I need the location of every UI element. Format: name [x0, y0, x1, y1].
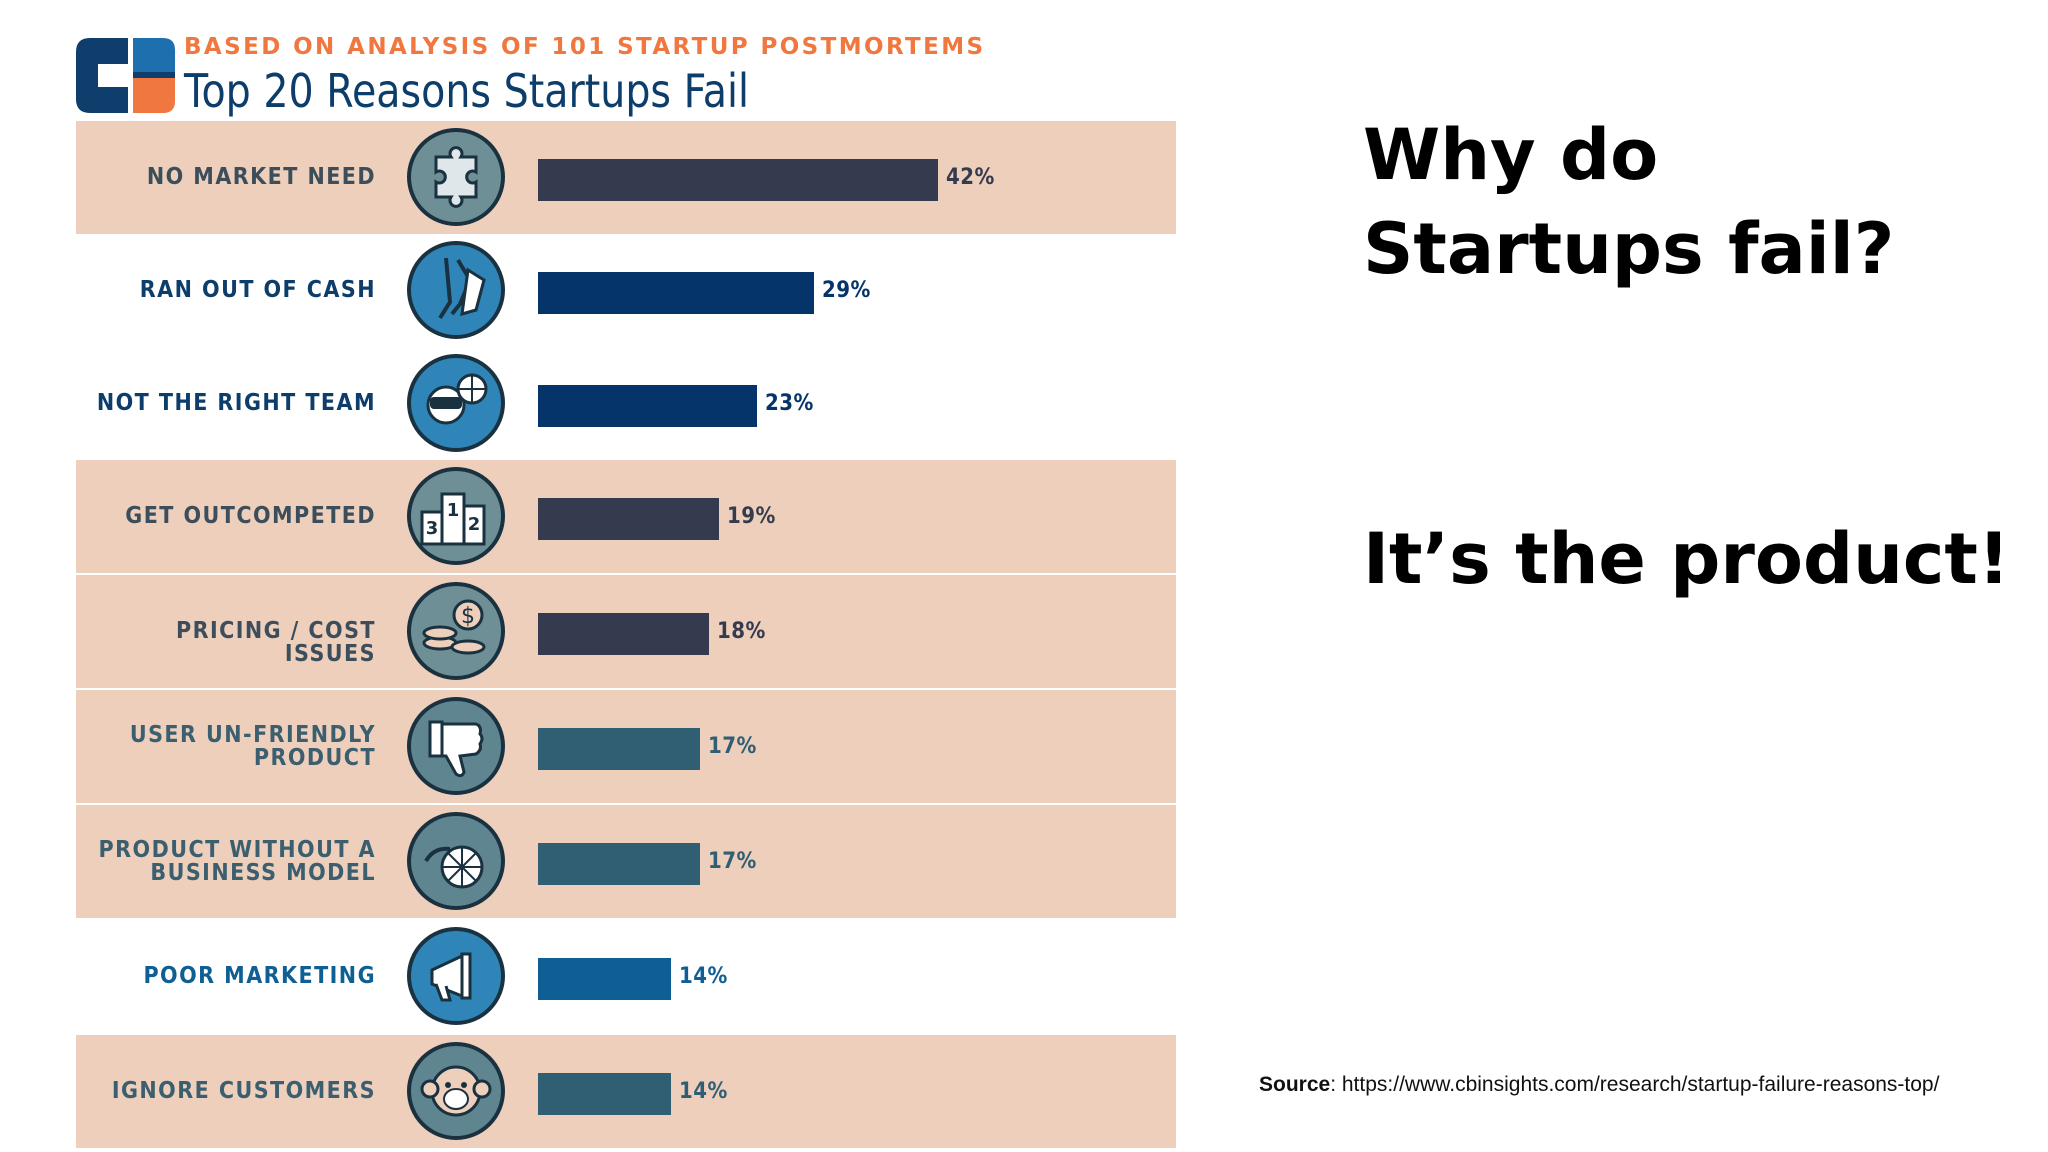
category-label: POOR MARKETING: [143, 963, 376, 989]
chart-row: POOR MARKETING 14%: [76, 920, 1176, 1033]
thumbs-down-icon: [407, 697, 505, 795]
chart-row: GET OUTCOMPETED 1 3 2 19%: [76, 460, 1176, 573]
category-label: RAN OUT OF CASH: [139, 277, 376, 303]
bar: [538, 385, 757, 427]
chart-row: NO MARKET NEED 42%: [76, 121, 1176, 234]
chart-row: IGNORE CUSTOMERS 14%: [76, 1035, 1176, 1148]
eyebrow-text: BASED ON ANALYSIS OF 101 STARTUP POSTMOR…: [184, 34, 986, 60]
category-label: PRODUCT WITHOUT A BUSINESS MODEL: [98, 837, 376, 886]
bar: [538, 728, 700, 770]
coins-icon: $: [407, 582, 505, 680]
subline: It’s the product!: [1363, 518, 2010, 600]
empty-pocket-icon: [407, 241, 505, 339]
value-label: 17%: [708, 849, 757, 874]
category-label: PRICING / COST ISSUES: [176, 618, 376, 667]
wheel-icon: [407, 812, 505, 910]
bar: [538, 159, 938, 201]
category-label: GET OUTCOMPETED: [125, 503, 376, 529]
bar: [538, 958, 671, 1000]
chart-row: NOT THE RIGHT TEAM 23%: [76, 347, 1176, 460]
chart-row: PRODUCT WITHOUT A BUSINESS MODEL 17%: [76, 805, 1176, 918]
value-label: 17%: [708, 734, 757, 759]
infographic-title: Top 20 Reasons Startups Fail: [184, 64, 749, 118]
chart-row: PRICING / COST ISSUES $18%: [76, 575, 1176, 688]
source-citation: Source: https://www.cbinsights.com/resea…: [1259, 1073, 1939, 1097]
megaphone-icon: [407, 927, 505, 1025]
svg-text:3: 3: [426, 518, 439, 539]
value-label: 14%: [679, 1079, 728, 1104]
bar: [538, 843, 700, 885]
podium-icon: 13 2: [407, 467, 505, 565]
svg-text:$: $: [461, 604, 475, 629]
value-label: 18%: [717, 619, 766, 644]
source-url: : https://www.cbinsights.com/research/st…: [1330, 1073, 1940, 1096]
puzzle-icon: [407, 128, 505, 226]
value-label: 14%: [679, 964, 728, 989]
value-label: 19%: [727, 504, 776, 529]
category-label: NOT THE RIGHT TEAM: [96, 390, 376, 416]
category-label: IGNORE CUSTOMERS: [111, 1078, 376, 1104]
source-label: Source: [1259, 1073, 1331, 1096]
svg-text:1: 1: [447, 500, 460, 521]
bar: [538, 613, 709, 655]
category-label: USER UN-FRIENDLY PRODUCT: [129, 722, 376, 771]
svg-text:2: 2: [468, 514, 481, 535]
bar: [538, 498, 719, 540]
cb-insights-logo: [76, 38, 175, 113]
headline: Why do Startups fail?: [1363, 114, 1895, 290]
monkey-icon: [407, 1042, 505, 1140]
category-label: NO MARKET NEED: [146, 164, 376, 190]
chart-row: USER UN-FRIENDLY PRODUCT 17%: [76, 690, 1176, 803]
value-label: 42%: [946, 165, 995, 190]
bar: [538, 272, 814, 314]
bar: [538, 1073, 671, 1115]
value-label: 29%: [822, 278, 871, 303]
value-label: 23%: [765, 391, 814, 416]
infographic: BASED ON ANALYSIS OF 101 STARTUP POSTMOR…: [76, 30, 1176, 1148]
team-vr-icon: [407, 354, 505, 452]
chart-row: RAN OUT OF CASH 29%: [76, 234, 1176, 347]
